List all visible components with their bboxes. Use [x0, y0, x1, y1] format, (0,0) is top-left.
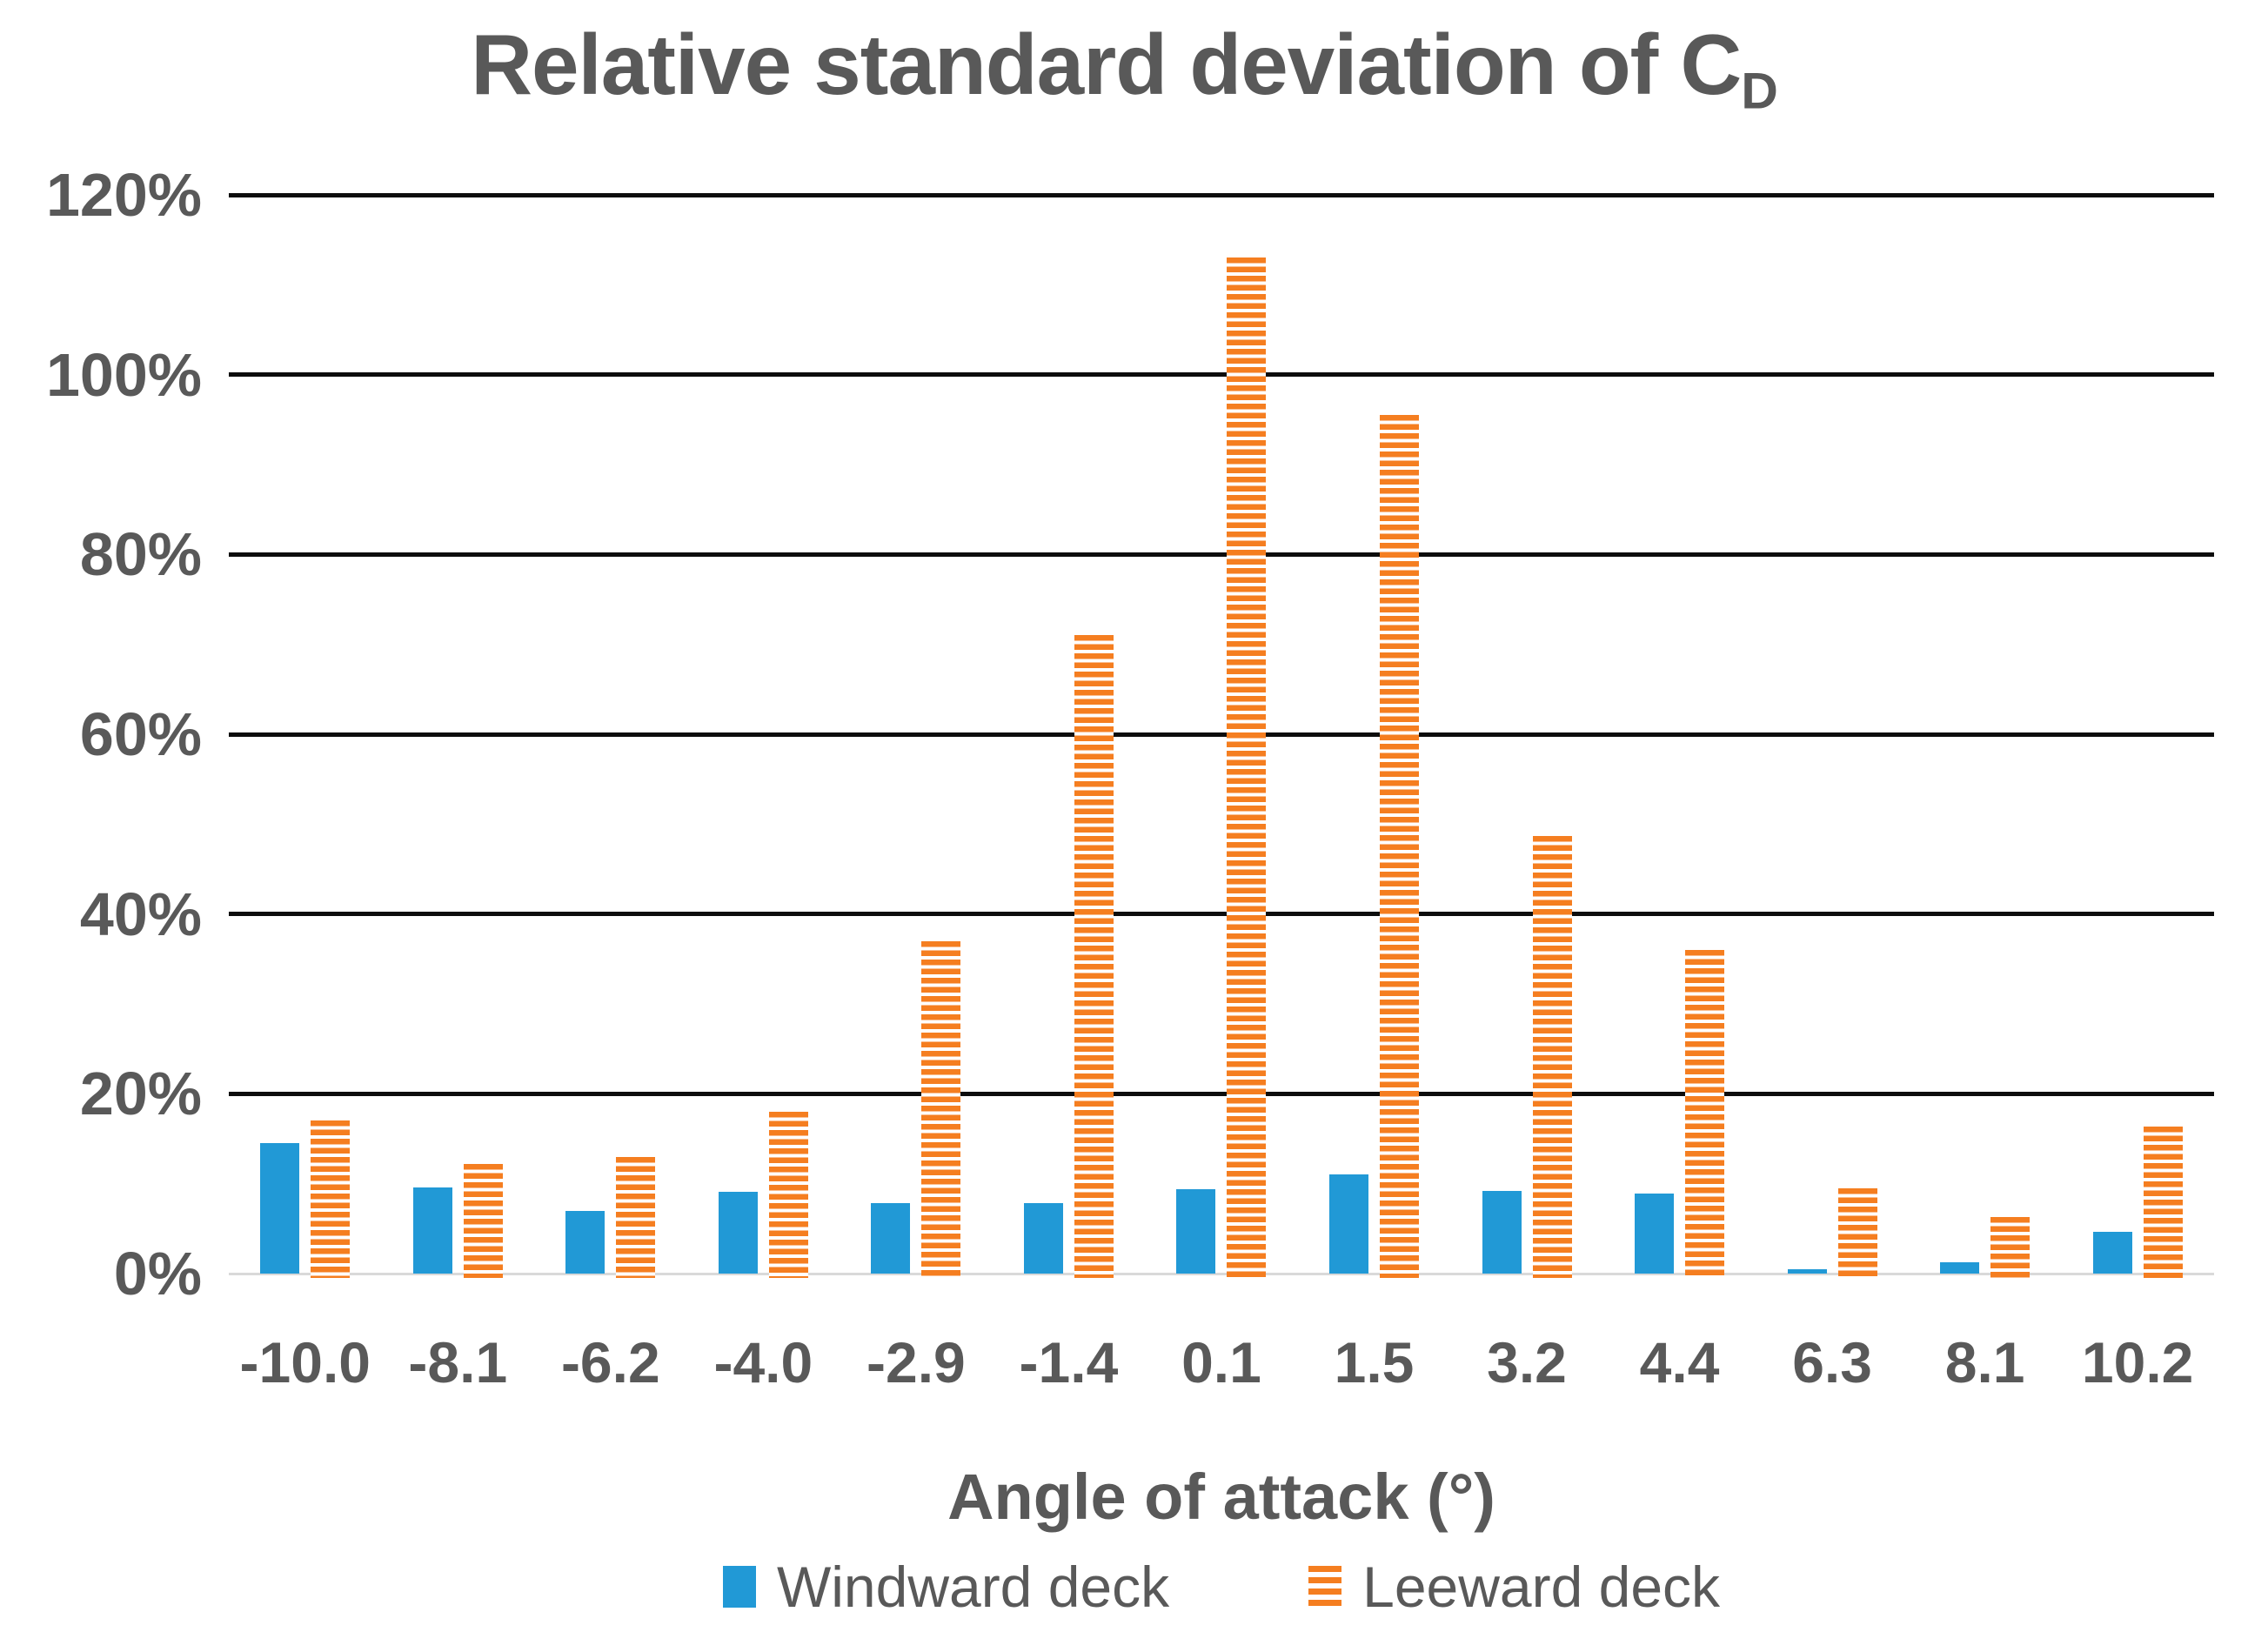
- y-tick-label: 100%: [45, 340, 202, 409]
- bar-leeward: [768, 1112, 808, 1278]
- bar-leeward: [2143, 1126, 2183, 1278]
- bar-leeward: [1227, 257, 1267, 1278]
- y-tick-label: 120%: [45, 161, 202, 229]
- gridline-120: [229, 192, 2214, 197]
- x-tick-label: 10.2: [2081, 1330, 2194, 1395]
- x-tick-label: -6.2: [560, 1330, 660, 1395]
- bar-group-10.2: [2061, 195, 2214, 1278]
- legend-swatch-windward: [722, 1566, 756, 1608]
- bar-leeward: [1532, 835, 1572, 1278]
- bar-group--1.4: [993, 195, 1146, 1278]
- bar-leeward: [921, 940, 961, 1278]
- bar-windward: [718, 1191, 758, 1274]
- y-tick-label: 60%: [79, 700, 202, 768]
- bar-leeward: [1990, 1216, 2031, 1278]
- x-tick-label: 1.5: [1334, 1330, 1415, 1395]
- x-tick-label: 8.1: [1944, 1330, 2025, 1395]
- chart-title: Relative standard deviation of CD: [0, 16, 2248, 120]
- gridline-20: [229, 1091, 2214, 1096]
- x-tick-label: 4.4: [1639, 1330, 1720, 1395]
- legend-label: Windward deck: [776, 1555, 1170, 1619]
- bar-windward: [412, 1187, 452, 1274]
- x-axis-tick-labels: -10.0 -8.1 -6.2 -4.0 -2.9 -1.4 0.1 1.5 3.2 4.4 6.3…: [229, 1329, 2214, 1395]
- bar-group--10.0: [229, 195, 382, 1278]
- bar-leeward: [1379, 415, 1419, 1278]
- chart-title-text: Relative standard deviation of C: [471, 17, 1742, 112]
- x-tick-label: -10.0: [239, 1330, 371, 1395]
- chart-title-subscript: D: [1741, 63, 1777, 120]
- y-tick-label: 0%: [113, 1240, 202, 1308]
- bar-windward: [2092, 1232, 2132, 1274]
- bar-leeward: [616, 1156, 656, 1278]
- bar-group--4.0: [687, 195, 840, 1278]
- gridline-40: [229, 912, 2214, 917]
- bar-leeward: [463, 1163, 503, 1278]
- x-axis-title: Angle of attack (°): [947, 1461, 1495, 1533]
- y-tick-label: 80%: [79, 520, 202, 589]
- x-tick-label: -1.4: [1019, 1330, 1119, 1395]
- bar-group--2.9: [840, 195, 993, 1278]
- bar-series-container: [229, 195, 2214, 1278]
- x-tick-label: -4.0: [713, 1330, 813, 1395]
- legend-item-leeward: Leeward deck: [1308, 1554, 1720, 1620]
- bar-leeward: [1685, 950, 1725, 1278]
- legend-swatch-leeward: [1308, 1566, 1342, 1608]
- bar-windward: [1023, 1203, 1063, 1274]
- gridline-100: [229, 372, 2214, 378]
- bar-group-1.5: [1298, 195, 1451, 1278]
- x-tick-label: 3.2: [1487, 1330, 1567, 1395]
- y-tick-label: 20%: [79, 1060, 202, 1128]
- bar-windward: [260, 1143, 300, 1274]
- gridline-80: [229, 552, 2214, 557]
- x-tick-label: -2.9: [866, 1330, 966, 1395]
- bar-leeward: [311, 1120, 351, 1278]
- legend-item-windward: Windward deck: [722, 1554, 1170, 1620]
- zero-axis-line: [229, 1272, 2214, 1275]
- bar-group-8.1: [1909, 195, 2062, 1278]
- x-tick-label: 6.3: [1792, 1330, 1872, 1395]
- bar-windward: [1482, 1190, 1522, 1274]
- x-tick-label: 0.1: [1181, 1330, 1261, 1395]
- bar-group-6.3: [1756, 195, 1909, 1278]
- bar-windward: [1328, 1174, 1368, 1274]
- bar-leeward: [1837, 1187, 1877, 1278]
- gridline-60: [229, 732, 2214, 737]
- x-tick-label: -8.1: [408, 1330, 508, 1395]
- bar-group-0.1: [1145, 195, 1298, 1278]
- bar-windward: [1787, 1268, 1827, 1274]
- bar-group--8.1: [382, 195, 535, 1278]
- legend-label: Leeward deck: [1362, 1555, 1721, 1619]
- bar-windward: [1635, 1194, 1675, 1274]
- plot-area: [229, 192, 2214, 1278]
- bar-windward: [1176, 1188, 1216, 1274]
- bar-group-4.4: [1603, 195, 1756, 1278]
- bar-leeward: [1074, 635, 1114, 1278]
- bar-group--6.2: [534, 195, 687, 1278]
- legend: Windward deck Leeward deck: [229, 1554, 2214, 1620]
- bar-windward: [1940, 1261, 1980, 1274]
- y-axis-tick-labels: 0% 20% 40% 60% 80% 100% 120%: [0, 164, 202, 1304]
- y-tick-label: 40%: [79, 880, 202, 948]
- bar-group-3.2: [1450, 195, 1603, 1278]
- bar-windward: [565, 1210, 605, 1274]
- bar-windward: [871, 1203, 911, 1274]
